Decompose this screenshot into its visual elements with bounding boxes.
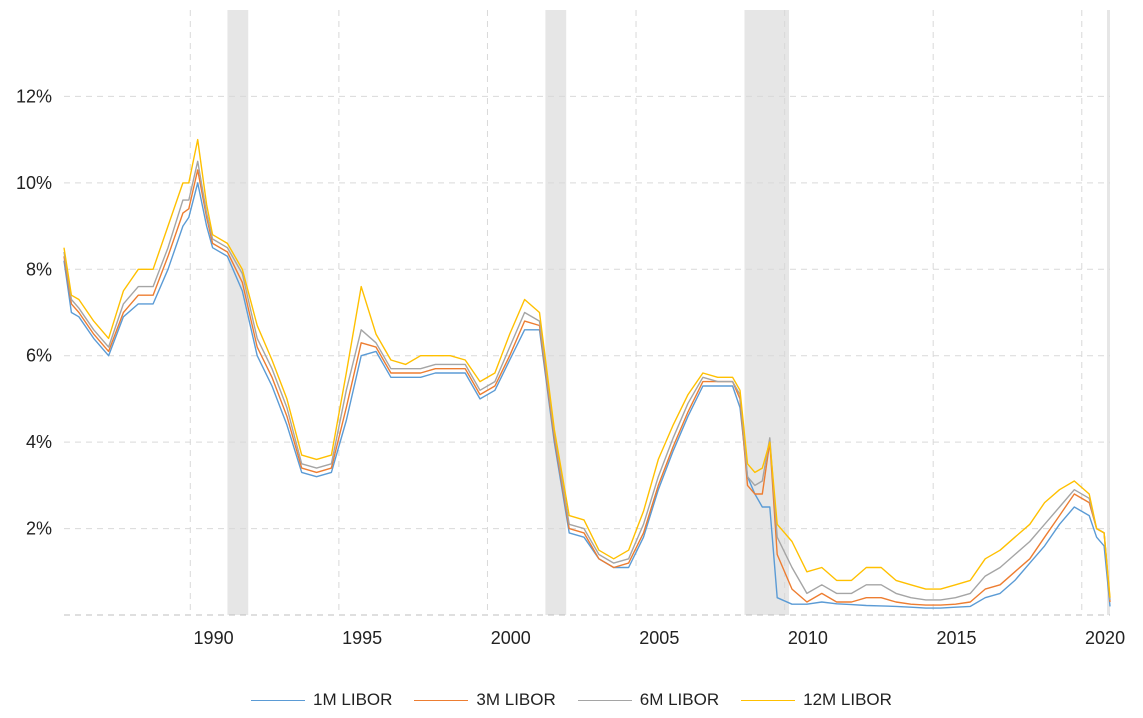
series-line-3m-libor xyxy=(63,169,1111,606)
grid-lines-layer xyxy=(64,10,1110,616)
x-tick-label: 2010 xyxy=(788,628,828,648)
x-axis-tick-labels: 1990 1995 2000 2005 2010 2015 2020 xyxy=(194,628,1126,648)
legend-label: 3M LIBOR xyxy=(476,690,556,709)
legend-swatch xyxy=(251,699,306,701)
series-line-6m-libor xyxy=(63,160,1111,601)
x-tick-label: 1995 xyxy=(342,628,382,648)
legend-swatch xyxy=(414,699,469,701)
series-line-1m-libor xyxy=(63,182,1111,609)
recession-band-1 xyxy=(545,10,567,615)
y-tick-label: 10% xyxy=(16,173,52,193)
x-tick-label: 2000 xyxy=(491,628,531,648)
y-tick-label: 12% xyxy=(16,86,52,106)
y-tick-label: 6% xyxy=(26,346,52,366)
recession-band-0 xyxy=(227,10,249,615)
legend-item[interactable]: 12M LIBOR xyxy=(741,690,892,710)
recession-shading-layer xyxy=(227,10,1110,615)
legend-label: 12M LIBOR xyxy=(803,690,892,709)
legend-label: 1M LIBOR xyxy=(313,690,393,709)
y-tick-label: 4% xyxy=(26,432,52,452)
legend-swatch xyxy=(577,699,632,701)
x-tick-label: 2005 xyxy=(639,628,679,648)
legend-item[interactable]: 6M LIBOR xyxy=(577,690,720,710)
y-axis-tick-labels: 2% 4% 6% 8% 10% 12% xyxy=(16,86,52,538)
x-tick-label: 2020 xyxy=(1085,628,1125,648)
legend-label: 6M LIBOR xyxy=(639,690,720,709)
x-tick-label: 1990 xyxy=(194,628,234,648)
y-tick-label: 2% xyxy=(26,519,52,539)
series-line-12m-libor xyxy=(63,138,1111,598)
series-lines-layer xyxy=(63,138,1111,609)
legend-item[interactable]: 3M LIBOR xyxy=(414,690,556,710)
x-tick-label: 2015 xyxy=(936,628,976,648)
recession-band-3 xyxy=(1107,10,1110,615)
chart-legend: 1M LIBOR 3M LIBOR 6M LIBOR 12M LIBOR xyxy=(0,686,1143,714)
legend-item[interactable]: 1M LIBOR xyxy=(251,690,392,710)
y-tick-label: 8% xyxy=(26,259,52,279)
recession-band-2 xyxy=(744,10,790,615)
legend-swatch xyxy=(741,699,796,701)
